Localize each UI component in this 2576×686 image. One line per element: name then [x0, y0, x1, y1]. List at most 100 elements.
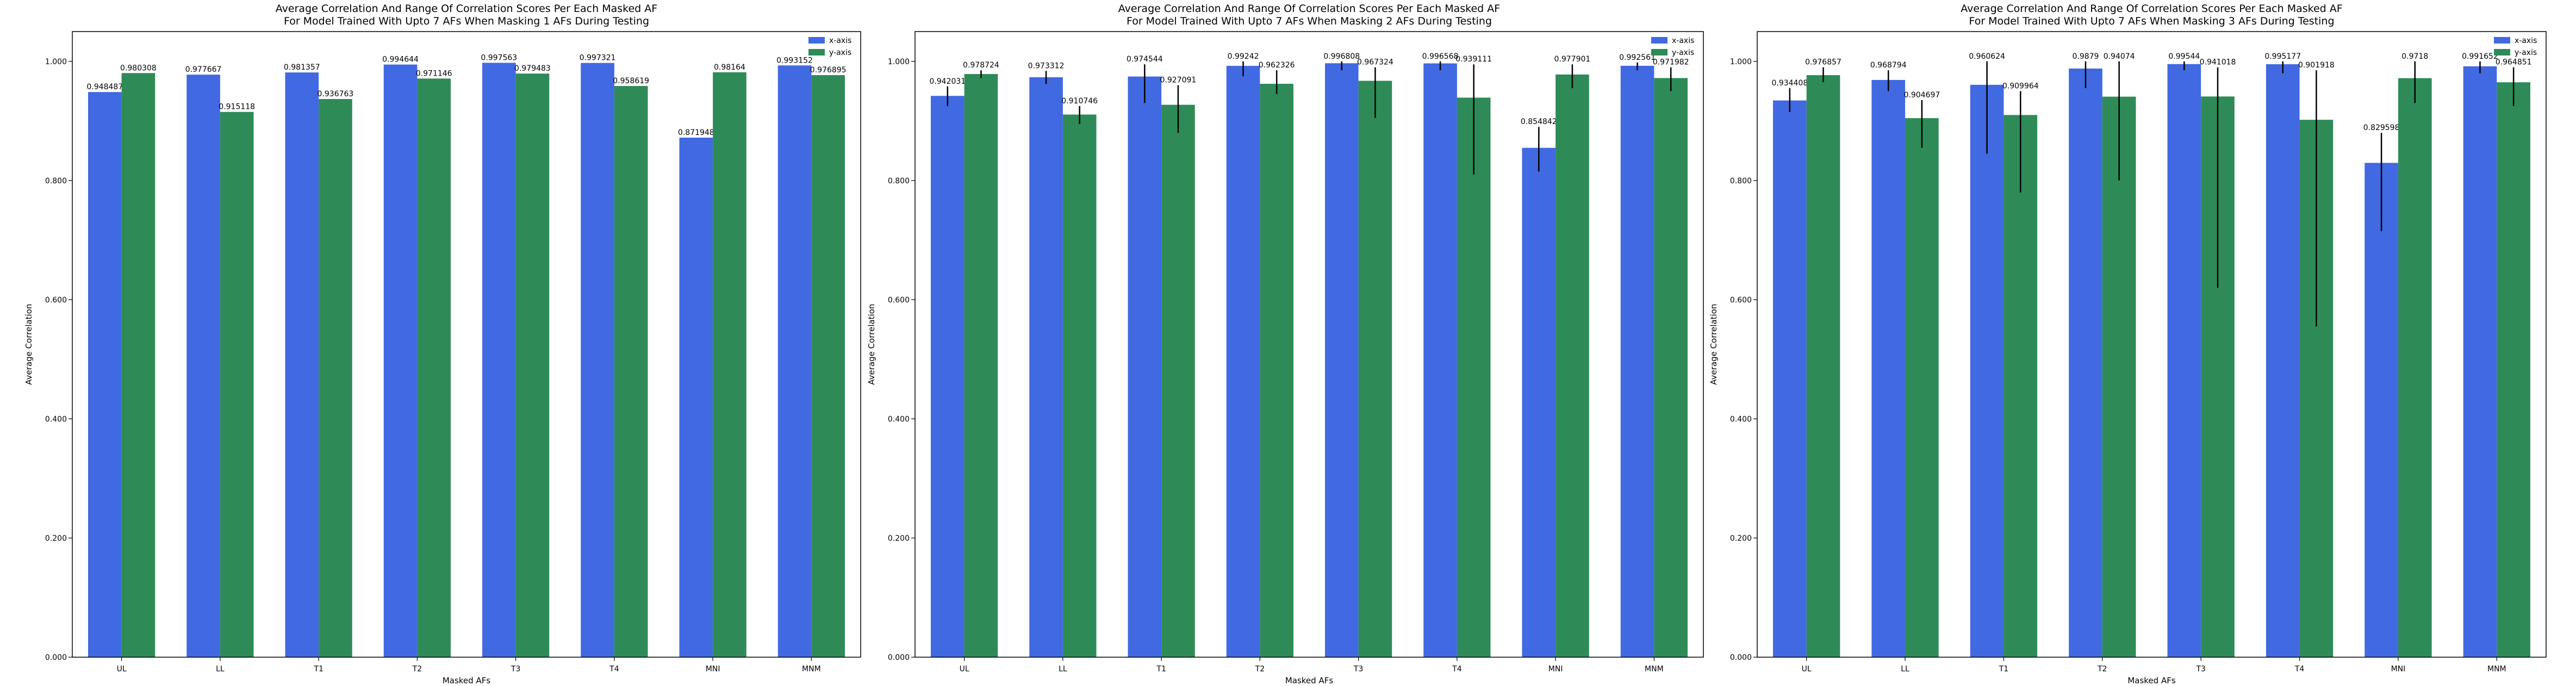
data-label-x-axis-MNI: 0.854842	[1521, 118, 1557, 126]
data-label-x-axis-T3: 0.99544	[2168, 52, 2200, 61]
data-label-x-axis-T2: 0.99242	[1228, 52, 1259, 61]
data-label-x-axis-T3: 0.996808	[1323, 52, 1360, 61]
data-label-x-axis-UL: 0.948487	[86, 83, 123, 91]
data-label-x-axis-T1: 0.981357	[284, 63, 320, 72]
bar-y-axis-T1	[319, 99, 352, 657]
bar-x-axis-T3	[2167, 64, 2201, 657]
data-label-y-axis-LL: 0.910746	[1061, 97, 1098, 106]
bar-y-axis-T2	[2102, 96, 2136, 657]
bar-x-axis-MNM	[777, 65, 812, 658]
chart-subtitle: For Model Trained With Upto 7 AFs When M…	[1969, 15, 2334, 27]
bar-y-axis-T3	[1358, 81, 1392, 657]
data-label-y-axis-T1: 0.936763	[318, 90, 354, 98]
bar-x-axis-T4	[2266, 64, 2300, 658]
legend: x-axis y-axis	[1651, 36, 1694, 57]
data-label-x-axis-T3: 0.997563	[481, 53, 517, 62]
data-label-y-axis-MNM: 0.971982	[1653, 58, 1689, 67]
data-label-x-axis-MNM: 0.991652	[2462, 52, 2498, 61]
bar-y-axis-T2	[417, 78, 451, 658]
bar-x-axis-UL	[931, 96, 965, 658]
legend-label-y-axis: y-axis	[1672, 48, 1694, 57]
x-tick-label: MNM	[2487, 665, 2506, 673]
bar-x-axis-T1	[1128, 76, 1162, 657]
chart-subtitle: For Model Trained With Upto 7 AFs When M…	[284, 15, 649, 27]
bar-x-axis-MNI	[679, 138, 713, 657]
data-label-y-axis-T2: 0.971146	[416, 69, 452, 78]
bar-x-axis-UL	[88, 92, 122, 657]
bar-y-axis-MNI	[713, 72, 746, 657]
bar-y-axis-T3	[515, 73, 550, 657]
bar-x-axis-LL	[186, 75, 220, 657]
data-label-x-axis-T4: 0.997321	[580, 54, 616, 63]
data-label-y-axis-T3: 0.979483	[514, 64, 551, 73]
legend-label-x-axis: x-axis	[829, 36, 851, 45]
chart-title: Average Correlation And Range Of Correla…	[1118, 3, 1500, 15]
plot-frame	[914, 31, 1704, 658]
data-label-y-axis-UL: 0.978724	[963, 61, 999, 70]
legend: x-axis y-axis	[2494, 36, 2537, 57]
x-tick-label: UL	[1802, 665, 1812, 673]
x-tick-label: T1	[1999, 665, 2008, 673]
data-label-x-axis-LL: 0.977667	[185, 65, 222, 74]
data-label-y-axis-T2: 0.962326	[1259, 61, 1295, 70]
x-tick-label: MNI	[706, 665, 720, 673]
x-tick-label: T2	[412, 665, 422, 673]
y-axis-label: Average Correlation	[867, 304, 876, 385]
bar-y-axis-T1	[2003, 115, 2038, 658]
data-label-x-axis-UL: 0.942031	[929, 77, 966, 86]
data-label-y-axis-T4: 0.901918	[2298, 61, 2335, 70]
bar-x-axis-T4	[581, 63, 614, 657]
x-tick-label: T4	[2294, 665, 2305, 673]
bar-x-axis-MNM	[1620, 65, 1654, 657]
x-tick-label: T3	[1353, 665, 1363, 673]
bar-x-axis-MNI	[2365, 163, 2398, 657]
legend-label-y-axis: y-axis	[829, 48, 851, 57]
data-label-x-axis-LL: 0.968794	[1870, 61, 1907, 70]
data-label-y-axis-T3: 0.941018	[2200, 58, 2236, 67]
y-tick-label: 1.000	[888, 58, 910, 66]
data-label-y-axis-MNM: 0.976895	[810, 66, 847, 75]
bar-y-axis-T2	[1260, 84, 1293, 657]
y-tick-label: 0.600	[45, 296, 67, 305]
data-label-x-axis-MNM: 0.993152	[776, 56, 813, 65]
legend-swatch-x-axis	[808, 37, 825, 44]
data-label-y-axis-UL: 0.976857	[1805, 58, 1841, 67]
legend-swatch-y-axis	[1651, 49, 1667, 55]
x-tick-label: MNM	[802, 665, 821, 673]
x-tick-label: MNI	[1548, 665, 1563, 673]
chart-title: Average Correlation And Range Of Correla…	[1961, 3, 2342, 15]
bar-y-axis-MNM	[2497, 82, 2530, 657]
bar-x-axis-T1	[285, 72, 319, 658]
legend-label-y-axis: y-axis	[2515, 48, 2537, 57]
y-axis-label: Average Correlation	[24, 304, 34, 385]
data-label-y-axis-MNI: 0.9718	[2401, 52, 2428, 61]
x-tick-label: LL	[1059, 665, 1067, 673]
data-label-x-axis-LL: 0.973312	[1028, 61, 1065, 70]
data-label-y-axis-T4: 0.939111	[1455, 55, 1492, 64]
bar-y-axis-T1	[1161, 104, 1195, 657]
legend: x-axis y-axis	[808, 36, 851, 57]
legend-swatch-y-axis	[2494, 49, 2510, 55]
x-tick-label: LL	[216, 665, 225, 673]
legend-swatch-x-axis	[1651, 37, 1667, 44]
data-label-x-axis-MNM: 0.992561	[1619, 53, 1656, 62]
bar-x-axis-MNM	[2463, 66, 2497, 658]
legend-label-x-axis: x-axis	[2515, 36, 2537, 45]
x-tick-label: UL	[960, 665, 969, 673]
data-label-x-axis-MNI: 0.829598	[2363, 123, 2400, 132]
x-tick-label: T3	[511, 665, 520, 673]
legend-swatch-y-axis	[808, 49, 825, 55]
bar-y-axis-T4	[614, 86, 648, 657]
chart-panel-3: Average Correlation And Range Of Correla…	[1709, 3, 2547, 685]
chart-panel-2: Average Correlation And Range Of Correla…	[867, 3, 1704, 685]
x-axis-label: Masked AFs	[2127, 676, 2176, 685]
data-label-y-axis-T2: 0.94074	[2104, 52, 2135, 61]
data-label-x-axis-MNI: 0.871948	[678, 128, 714, 137]
bar-x-axis-LL	[1871, 79, 1906, 657]
data-label-x-axis-T1: 0.974544	[1127, 55, 1163, 64]
y-tick-label: 0.400	[45, 415, 67, 424]
x-tick-label: UL	[117, 665, 127, 673]
bar-y-axis-MNI	[1555, 74, 1589, 657]
plot-frame	[1757, 31, 2547, 658]
